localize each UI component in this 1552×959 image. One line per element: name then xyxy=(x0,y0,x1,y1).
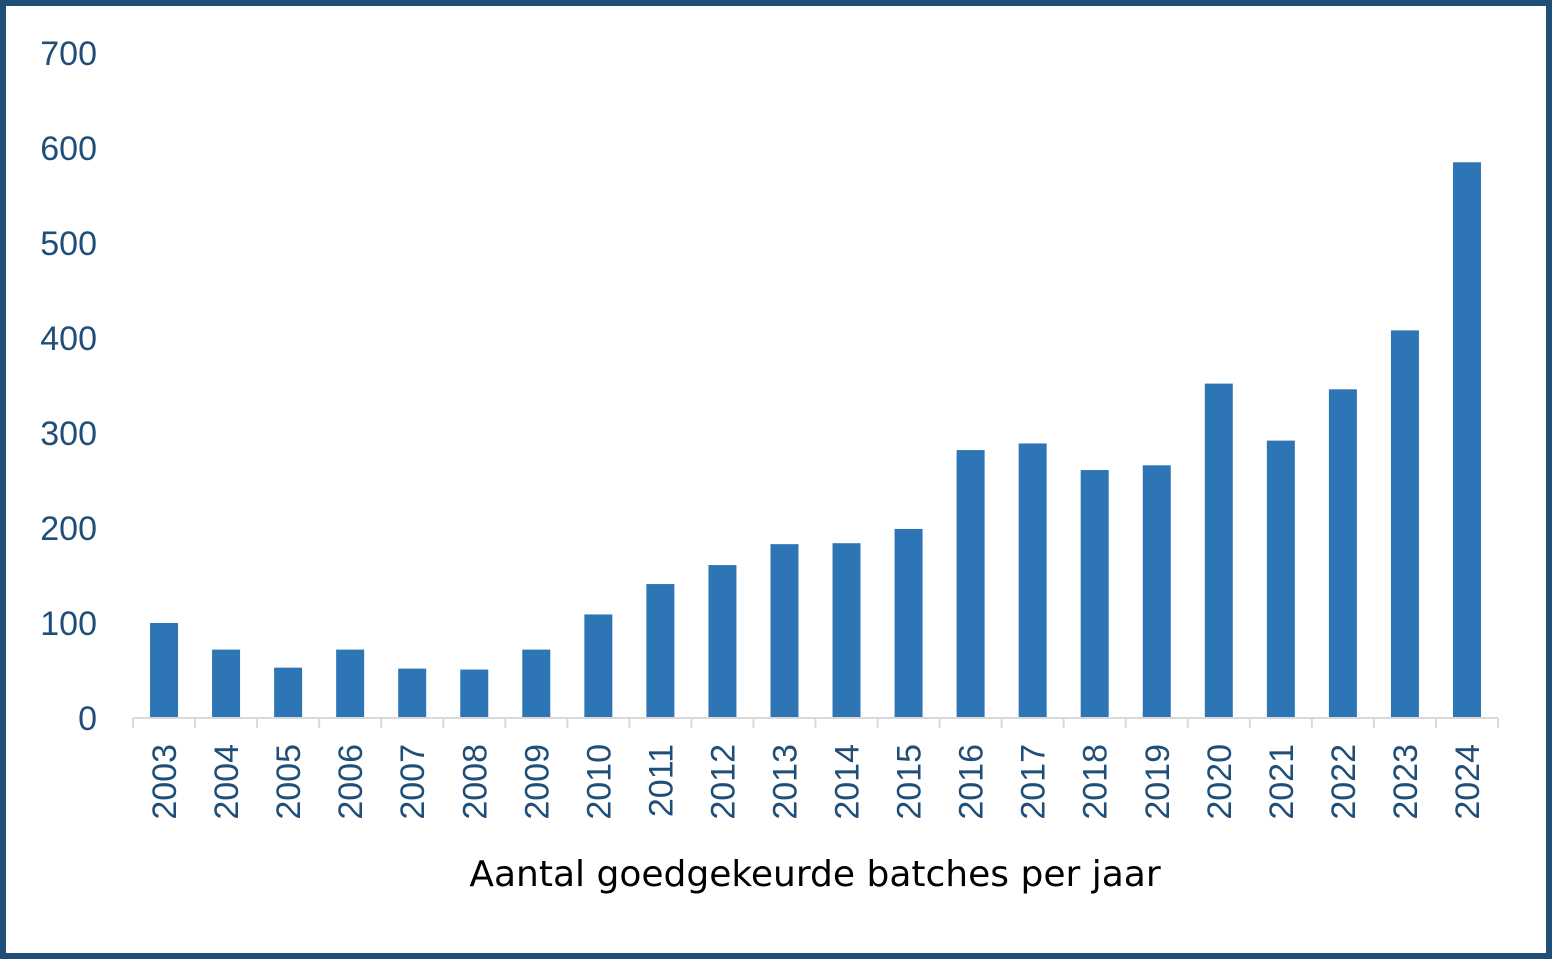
x-tick-label: 2019 xyxy=(1139,744,1177,820)
y-tick-label: 700 xyxy=(40,35,97,73)
bar xyxy=(584,614,613,718)
bar xyxy=(1080,470,1109,718)
y-tick-label: 100 xyxy=(40,605,97,643)
x-tick-label: 2016 xyxy=(953,744,991,820)
bar xyxy=(956,450,985,718)
x-axis: 2003 2004 2005 2006 2007 2008 2009 2010 2011 2012… xyxy=(132,717,1499,820)
x-tick-label: 2005 xyxy=(270,744,308,820)
y-tick-label: 0 xyxy=(78,700,97,738)
x-tick-label: 2021 xyxy=(1263,744,1301,820)
bar xyxy=(522,649,551,718)
x-tick-label: 2009 xyxy=(518,744,556,820)
bar xyxy=(1390,330,1419,718)
x-tick-label: 2007 xyxy=(394,744,432,820)
bar xyxy=(708,565,737,718)
y-tick-label: 300 xyxy=(40,415,97,453)
bar xyxy=(460,669,489,718)
bar xyxy=(646,584,675,718)
x-tick-label: 2012 xyxy=(704,744,742,820)
bar xyxy=(894,528,923,718)
bar xyxy=(336,649,365,718)
x-tick-label: 2004 xyxy=(208,744,246,820)
bars xyxy=(150,162,1481,718)
bar xyxy=(832,543,861,718)
bar xyxy=(398,668,427,718)
x-tick-label: 2014 xyxy=(829,744,867,820)
y-axis-ticks: 0 100 200 300 400 500 600 700 xyxy=(40,35,97,738)
bar xyxy=(1328,389,1357,718)
x-tick-label: 2022 xyxy=(1325,744,1363,820)
x-tick-label: 2003 xyxy=(146,744,184,820)
bar xyxy=(1266,440,1295,718)
y-tick-label: 500 xyxy=(40,225,97,263)
bar xyxy=(212,649,241,718)
bar xyxy=(1018,443,1047,718)
y-tick-label: 200 xyxy=(40,510,97,548)
x-tick-label: 2015 xyxy=(891,744,929,820)
x-axis-title: Aantal goedgekeurde batches per jaar xyxy=(469,854,1160,895)
x-tick-label: 2018 xyxy=(1077,744,1115,820)
x-tick-label: 2008 xyxy=(456,744,494,820)
bar xyxy=(150,623,179,718)
x-tick-label: 2020 xyxy=(1201,744,1239,820)
bar xyxy=(770,544,799,718)
bar xyxy=(274,667,303,718)
x-tick-label: 2017 xyxy=(1015,744,1053,820)
bar xyxy=(1204,383,1233,718)
x-tick-label: 2024 xyxy=(1449,744,1487,820)
bar xyxy=(1452,162,1481,718)
x-tick-label: 2011 xyxy=(642,744,680,817)
bar xyxy=(1142,465,1171,718)
y-tick-label: 600 xyxy=(40,130,97,168)
y-tick-label: 400 xyxy=(40,320,97,358)
x-tick-label: 2013 xyxy=(766,744,804,820)
x-tick-label: 2006 xyxy=(332,744,370,820)
x-tick-label: 2010 xyxy=(580,744,618,820)
x-tick-label: 2023 xyxy=(1387,744,1425,820)
